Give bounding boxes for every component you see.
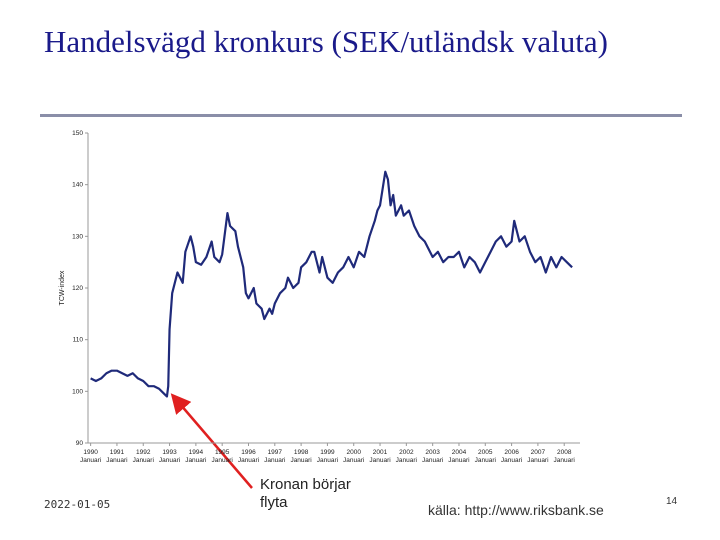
x-tick-label: 2002 Januari xyxy=(395,449,417,464)
series-line xyxy=(90,170,573,398)
x-tick-label: 1997 Januari xyxy=(264,449,286,464)
x-tick-label: 2000 Januari xyxy=(343,449,365,464)
page-number: 14 xyxy=(666,496,678,507)
x-tick-label: 2006 Januari xyxy=(500,449,523,464)
x-tick-label: 1993 Januari xyxy=(158,449,181,464)
y-tick-label: 110 xyxy=(73,337,84,344)
y-tick-label: 90 xyxy=(76,440,84,447)
annotation: Kronan börjar flyta xyxy=(260,476,351,511)
x-tick-label: 2005 Januari xyxy=(474,449,496,464)
x-tick-label: 1995 Januari xyxy=(211,449,233,464)
y-tick-label: 130 xyxy=(72,233,83,240)
x-tick-label: 1999 Januari xyxy=(316,449,339,464)
x-tick-label: 1990 Januari xyxy=(79,449,102,464)
y-tick-label: 140 xyxy=(72,182,83,189)
y-axis-label: TCW-index xyxy=(59,270,66,305)
title-rule xyxy=(40,114,682,117)
x-tick-label: 1994 Januari xyxy=(185,449,207,464)
slide-title: Handelsvägd kronkurs (SEK/utländsk valut… xyxy=(44,24,608,59)
x-tick-label: 1998 Januari xyxy=(290,449,312,464)
x-tick-label: 2008 Januari xyxy=(553,449,575,464)
x-tick-label: 2004 Januari xyxy=(448,449,470,464)
x-tick-label: 2001 Januari xyxy=(369,449,391,464)
slide-date: 2022-01-05 xyxy=(44,498,111,511)
y-tick-label: 100 xyxy=(72,388,83,395)
x-tick-label: 1991 Januari xyxy=(106,449,128,464)
y-tick-label: 150 xyxy=(72,130,83,137)
y-tick-label: 120 xyxy=(72,285,83,292)
x-tick-label: 2007 Januari xyxy=(527,449,549,464)
x-tick-label: 1992 Januari xyxy=(132,449,154,464)
x-tick-label: 2003 Januari xyxy=(421,449,444,464)
x-tick-label: 1996 Januari xyxy=(237,449,260,464)
source-note: källa: http://www.riksbank.se xyxy=(428,502,604,518)
